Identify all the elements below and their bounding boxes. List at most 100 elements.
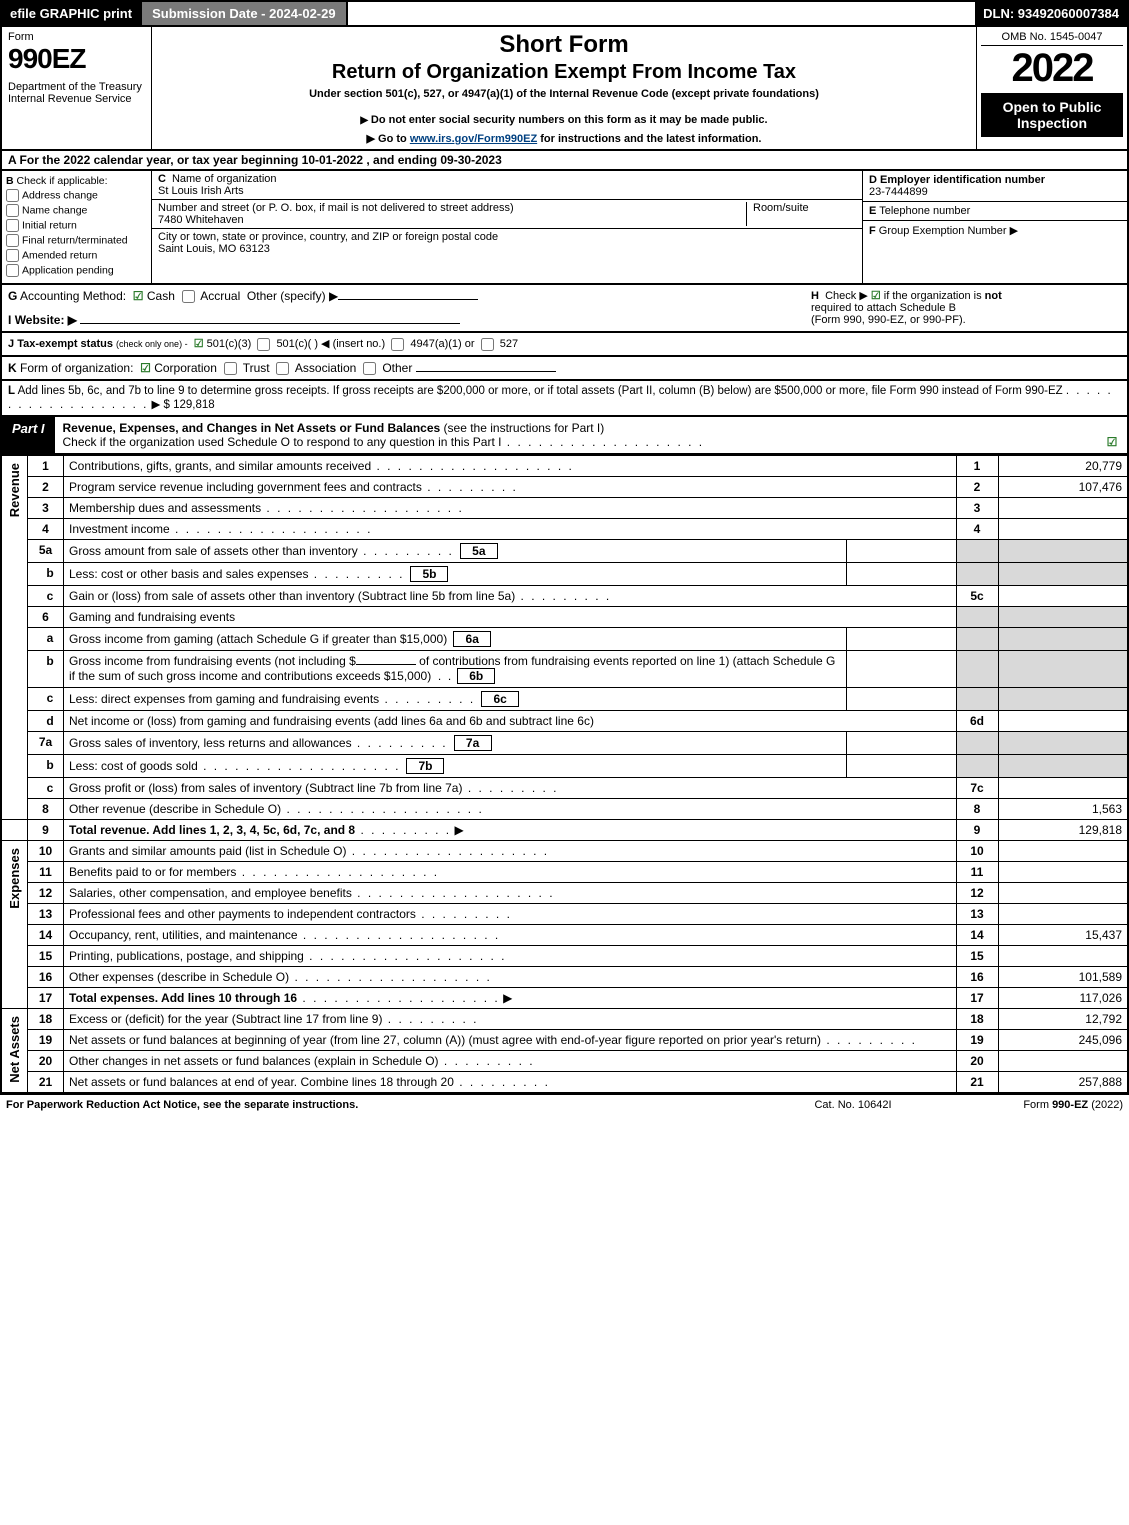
l19-amt: 245,096	[998, 1030, 1128, 1051]
l6b-amt	[998, 651, 1128, 688]
row-g: G Accounting Method: ☑ Cash Accrual Othe…	[8, 289, 811, 303]
l17-box: 17	[956, 988, 998, 1009]
k-trust: Trust	[243, 361, 270, 375]
l8-dots	[281, 802, 484, 816]
l5b-val	[846, 563, 956, 586]
4947-checkbox[interactable]	[391, 338, 404, 351]
l7b-amt	[998, 755, 1128, 778]
corp-check-icon: ☑	[140, 361, 151, 375]
l15-num: 15	[28, 946, 64, 967]
l5a-amt	[998, 540, 1128, 563]
assoc-checkbox[interactable]	[276, 362, 289, 375]
l5a-ib: 5a	[460, 543, 498, 559]
l16-dots	[289, 970, 492, 984]
l6b-val	[846, 651, 956, 688]
ein-label: Employer identification number	[880, 174, 1045, 186]
l6a-ib: 6a	[453, 631, 491, 647]
chk-name[interactable]: Name change	[6, 204, 147, 217]
line-2: 2Program service revenue including gover…	[1, 477, 1128, 498]
l14-dots	[298, 928, 501, 942]
row-a-text: A For the 2022 calendar year, or tax yea…	[8, 153, 502, 167]
l12-num: 12	[28, 883, 64, 904]
l10-box: 10	[956, 841, 998, 862]
expenses-side: Expenses	[1, 841, 28, 1009]
l12-box: 12	[956, 883, 998, 904]
goto-post: for instructions and the latest informat…	[537, 133, 761, 145]
501c-checkbox[interactable]	[257, 338, 270, 351]
l5a-val	[846, 540, 956, 563]
trust-checkbox[interactable]	[224, 362, 237, 375]
g-cash: Cash	[147, 289, 175, 303]
under-section-text: Under section 501(c), 527, or 4947(a)(1)…	[160, 88, 968, 100]
part1-sub: Check if the organization used Schedule …	[63, 435, 502, 449]
l3-num: 3	[28, 498, 64, 519]
g-accrual: Accrual	[200, 289, 240, 303]
city-label: City or town, state or province, country…	[158, 231, 498, 243]
l6b-num: b	[28, 651, 64, 688]
l7a-desc: Gross sales of inventory, less returns a…	[69, 736, 352, 750]
l19-box: 19	[956, 1030, 998, 1051]
l5b-amt	[998, 563, 1128, 586]
row-j: J Tax-exempt status (check only one) - ☑…	[0, 333, 1129, 357]
part1-note: (see the instructions for Part I)	[444, 421, 605, 435]
top-bar: efile GRAPHIC print Submission Date - 20…	[0, 0, 1129, 27]
line-6d: dNet income or (loss) from gaming and fu…	[1, 711, 1128, 732]
l7c-dots	[462, 781, 558, 795]
j-4947: 4947(a)(1) or	[410, 338, 474, 350]
line-11: 11Benefits paid to or for members11	[1, 862, 1128, 883]
chk-address[interactable]: Address change	[6, 189, 147, 202]
donot-text: Do not enter social security numbers on …	[160, 114, 968, 126]
l6c-num: c	[28, 688, 64, 711]
527-checkbox[interactable]	[481, 338, 494, 351]
accrual-checkbox[interactable]	[182, 290, 195, 303]
l6c-ib: 6c	[481, 691, 519, 707]
chk-amended-label: Amended return	[22, 249, 97, 261]
l5c-num: c	[28, 586, 64, 607]
h-not: not	[985, 290, 1002, 302]
other-specify-input[interactable]	[338, 299, 478, 300]
k-other-input[interactable]	[416, 371, 556, 372]
line-14: 14Occupancy, rent, utilities, and mainte…	[1, 925, 1128, 946]
j-letter: J	[8, 338, 14, 350]
l6-desc: Gaming and fundraising events	[64, 607, 957, 628]
chk-final[interactable]: Final return/terminated	[6, 234, 147, 247]
l-text: Add lines 5b, 6c, and 7b to line 9 to de…	[18, 385, 1063, 397]
l6b-blank[interactable]	[356, 664, 416, 665]
chk-initial-label: Initial return	[22, 219, 77, 231]
line-18: Net Assets18Excess or (deficit) for the …	[1, 1009, 1128, 1030]
l16-desc: Other expenses (describe in Schedule O)	[69, 970, 289, 984]
efile-print-button[interactable]: efile GRAPHIC print	[2, 2, 142, 25]
chk-amended[interactable]: Amended return	[6, 249, 147, 262]
tax-year: 2022	[981, 46, 1123, 91]
chk-initial[interactable]: Initial return	[6, 219, 147, 232]
l10-desc: Grants and similar amounts paid (list in…	[69, 844, 346, 858]
l7a-val	[846, 732, 956, 755]
k-assoc: Association	[295, 361, 356, 375]
irs-link[interactable]: www.irs.gov/Form990EZ	[410, 133, 537, 145]
b-check-label: Check if applicable:	[17, 175, 108, 187]
l7a-amt	[998, 732, 1128, 755]
col-def: D Employer identification number 23-7444…	[862, 171, 1127, 283]
l13-box: 13	[956, 904, 998, 925]
l18-box: 18	[956, 1009, 998, 1030]
l13-desc: Professional fees and other payments to …	[69, 907, 416, 921]
website-input[interactable]	[80, 323, 460, 324]
row-h: H Check ▶ ☑ if the organization is not r…	[811, 289, 1121, 327]
l1-amt: 20,779	[998, 456, 1128, 477]
phone-cell: E Telephone number	[863, 202, 1127, 221]
chk-app[interactable]: Application pending	[6, 264, 147, 277]
k-text: Form of organization:	[20, 361, 133, 375]
l14-num: 14	[28, 925, 64, 946]
chk-app-label: Application pending	[22, 264, 114, 276]
l9-num: 9	[28, 820, 64, 841]
l1-box: 1	[956, 456, 998, 477]
phone-label: Telephone number	[879, 205, 970, 217]
footer-right: Form 990-EZ (2022)	[953, 1099, 1123, 1111]
l11-num: 11	[28, 862, 64, 883]
l6b-ib: 6b	[457, 668, 495, 684]
l7b-dots	[198, 759, 401, 773]
l11-box: 11	[956, 862, 998, 883]
other-checkbox[interactable]	[363, 362, 376, 375]
line-4: 4Investment income4	[1, 519, 1128, 540]
l5c-dots	[515, 589, 611, 603]
